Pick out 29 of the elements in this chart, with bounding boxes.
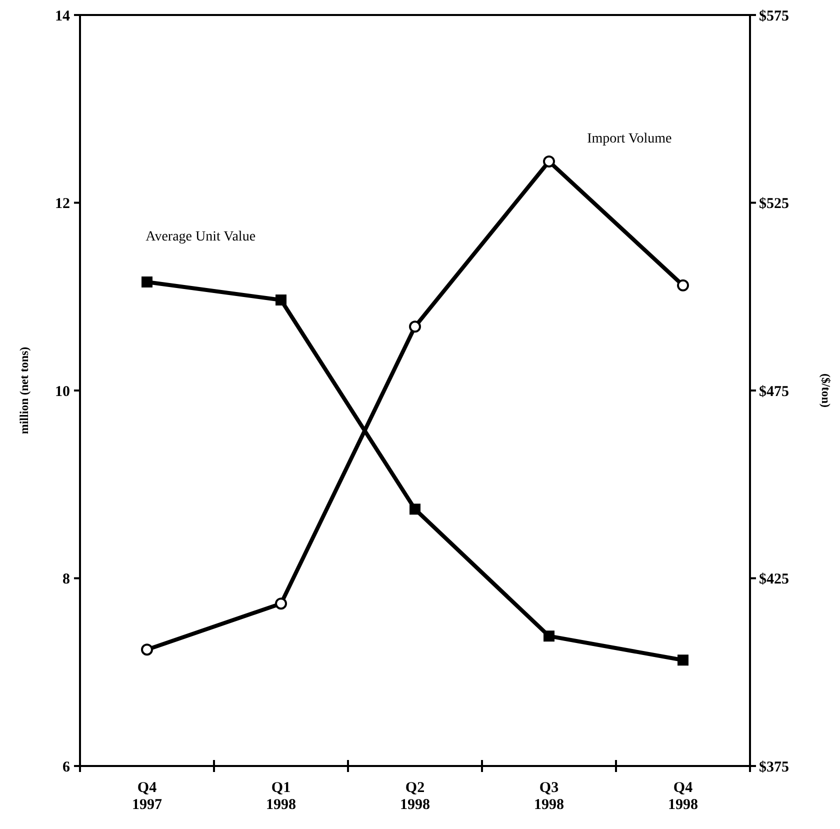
point bbox=[276, 294, 286, 306]
y-axis-title: million (net tons) bbox=[17, 346, 31, 434]
y-tick-label: 8 bbox=[62, 572, 70, 588]
y2-tick-label: $375 bbox=[759, 759, 789, 776]
x-tick-label: Q2 1998 bbox=[400, 780, 430, 813]
x-tick-label: Q4 1997 bbox=[132, 780, 162, 813]
point bbox=[678, 654, 688, 666]
y-tick-label: 14 bbox=[55, 8, 70, 24]
x-tick-label: Q3 1998 bbox=[534, 780, 564, 813]
point bbox=[410, 504, 420, 515]
point bbox=[142, 276, 152, 288]
point bbox=[275, 598, 287, 610]
x-tick-label: Q1 1998 bbox=[266, 780, 296, 813]
point bbox=[141, 644, 153, 656]
point bbox=[543, 155, 555, 168]
y2-tick-label: $575 bbox=[759, 8, 789, 24]
text: Import Volume bbox=[587, 132, 672, 147]
y2-tick-label: $425 bbox=[759, 572, 789, 588]
y2-axis-title: ($/ton) bbox=[819, 374, 833, 408]
x-tick-label: Q4 1998 bbox=[668, 780, 698, 813]
y2-tick-label: $475 bbox=[759, 384, 789, 400]
text: Average Unit Value bbox=[146, 229, 256, 244]
y-tick-label: 12 bbox=[55, 196, 70, 212]
point bbox=[409, 320, 421, 333]
point bbox=[544, 630, 554, 642]
y-tick-label: 6 bbox=[62, 759, 70, 776]
y2-tick-label: $525 bbox=[759, 196, 789, 212]
y-tick-label: 10 bbox=[55, 384, 70, 400]
point bbox=[677, 279, 689, 292]
